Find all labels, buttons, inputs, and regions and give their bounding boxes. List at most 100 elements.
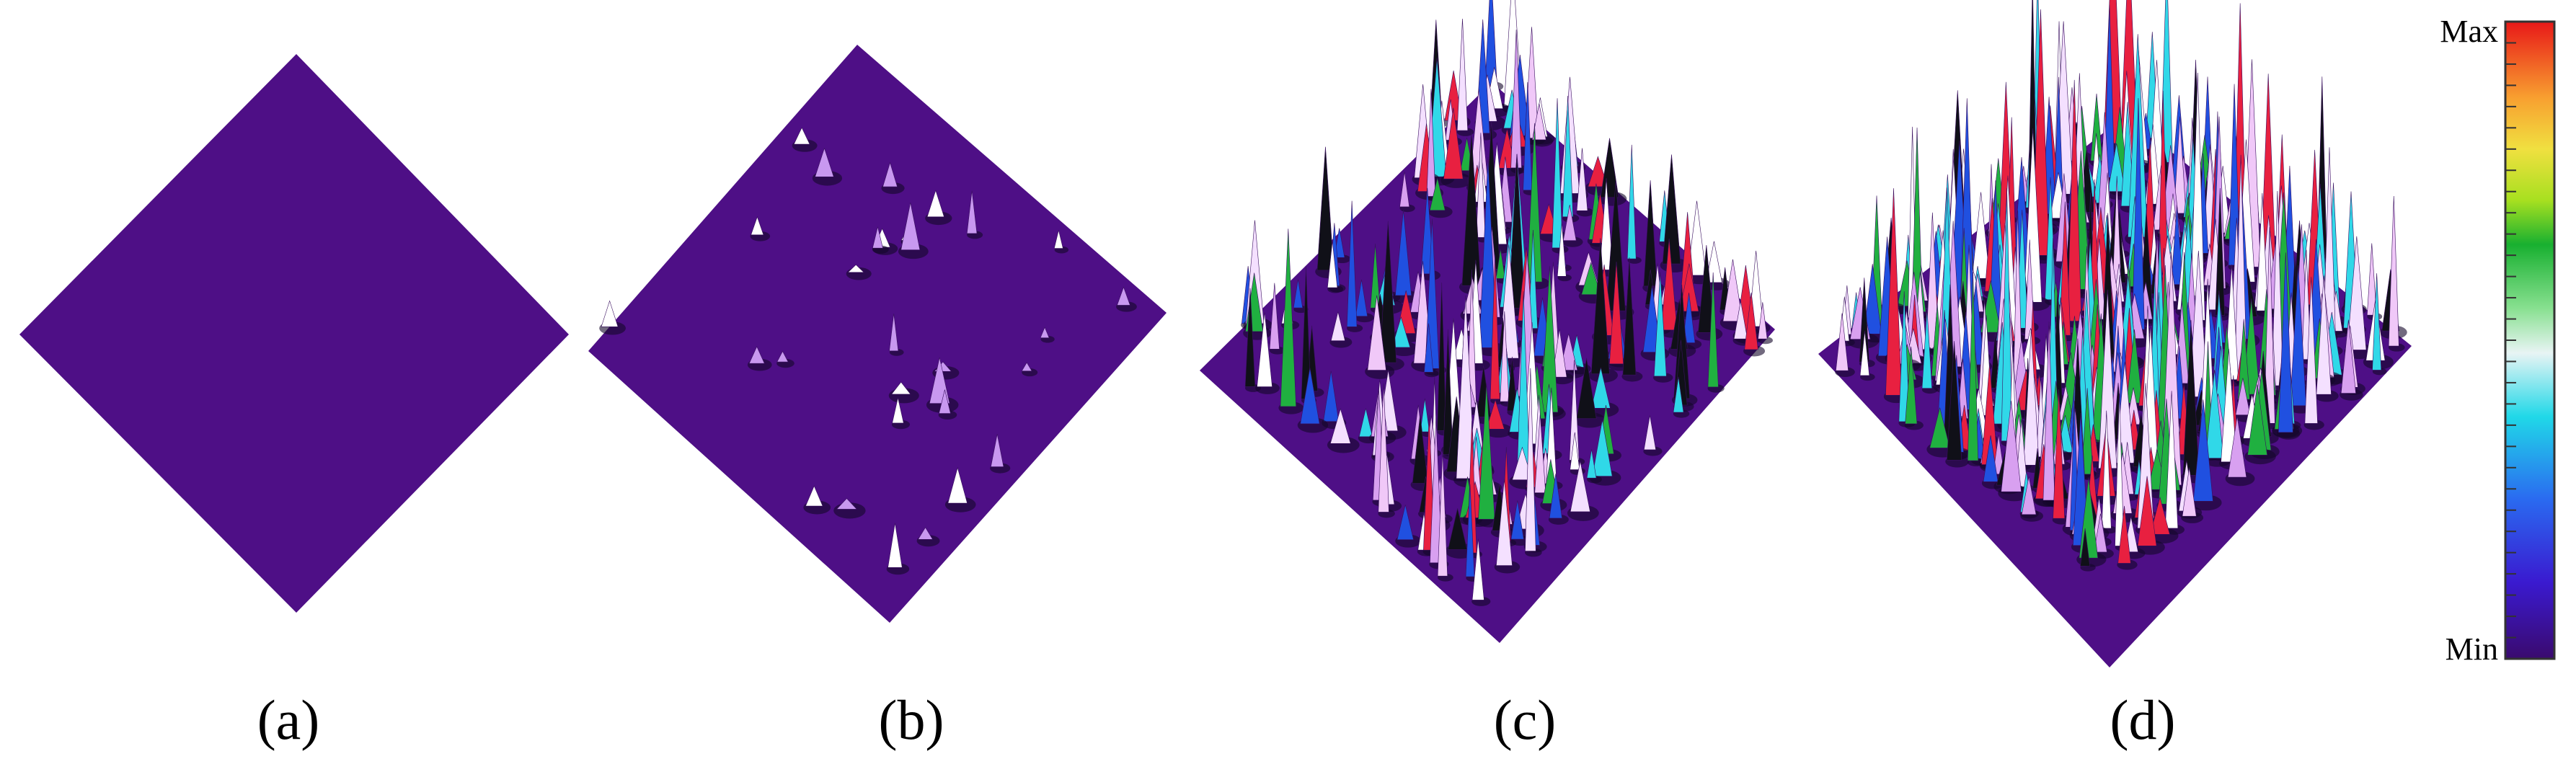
spike — [1600, 138, 1619, 198]
spike — [1576, 358, 1597, 419]
spike — [1021, 362, 1032, 371]
spike — [2053, 389, 2066, 519]
spike — [1609, 261, 1624, 365]
spike — [891, 381, 911, 395]
spike — [1707, 272, 1719, 388]
spike — [1921, 309, 1933, 389]
spike — [1744, 292, 1758, 350]
spike — [1316, 146, 1335, 271]
spike — [991, 434, 1004, 467]
spike — [2021, 476, 2037, 515]
spike — [1653, 272, 1667, 377]
spike — [1687, 200, 1707, 276]
spike — [1443, 107, 1464, 179]
spike — [2001, 400, 2022, 492]
spike — [939, 389, 951, 414]
spike — [1508, 154, 1526, 309]
spike — [926, 190, 944, 218]
spike — [751, 216, 764, 236]
spike — [2117, 505, 2131, 564]
surface — [588, 45, 1167, 623]
spike — [2271, 190, 2284, 386]
spike — [1549, 474, 1562, 519]
spike — [1329, 408, 1351, 444]
spike — [1443, 329, 1453, 455]
spike — [1525, 368, 1536, 551]
spike — [2366, 243, 2377, 316]
spike — [1643, 415, 1657, 450]
spike — [2182, 467, 2197, 517]
spike — [1967, 272, 1979, 461]
spike — [2094, 513, 2107, 553]
spike — [1673, 376, 1684, 413]
spike — [892, 397, 904, 424]
spike — [1244, 288, 1256, 387]
spike — [1495, 249, 1505, 279]
spike — [1053, 230, 1063, 249]
spike — [2247, 384, 2268, 456]
spike — [1570, 432, 1580, 470]
spike — [1592, 420, 1613, 477]
spike — [1528, 230, 1538, 329]
spike — [1885, 188, 1902, 396]
spike — [2104, 4, 2115, 178]
spike — [1626, 144, 1637, 259]
spike — [947, 466, 968, 504]
spike — [1269, 283, 1280, 350]
spike — [900, 203, 921, 251]
spike — [1257, 311, 1272, 387]
spike — [1478, 383, 1495, 520]
panels: (a) (b) (c) (d) — [19, 0, 2412, 751]
spike — [872, 226, 883, 249]
spike — [1758, 302, 1768, 339]
colorbar-min: Min — [2446, 631, 2498, 667]
spike — [2182, 320, 2200, 476]
spike — [805, 485, 823, 507]
spike — [1300, 368, 1320, 425]
spike — [1586, 449, 1597, 479]
spike — [2316, 275, 2332, 395]
spike — [1698, 244, 1715, 333]
spike — [1476, 133, 1486, 238]
spike — [1532, 103, 1546, 141]
spike — [1500, 311, 1510, 402]
spike — [1486, 399, 1505, 430]
spike — [1430, 417, 1443, 564]
spike — [2227, 416, 2247, 478]
spike — [2304, 277, 2318, 424]
spike — [1562, 205, 1577, 241]
spike — [2115, 394, 2125, 546]
spike — [1479, 156, 1497, 348]
spike — [2165, 391, 2179, 529]
spike — [2137, 476, 2157, 546]
spike — [1512, 446, 1533, 480]
spike — [1471, 538, 1484, 600]
spike — [1367, 295, 1386, 370]
spike — [1588, 156, 1608, 187]
spike — [1898, 291, 1910, 422]
spike — [2340, 319, 2356, 394]
spike — [1705, 241, 1722, 283]
spike — [1552, 98, 1563, 249]
spike — [882, 161, 898, 187]
spike — [1599, 178, 1614, 270]
spike — [1437, 450, 1448, 577]
spike — [1456, 19, 1469, 131]
spike — [1412, 414, 1428, 484]
spike — [1465, 484, 1475, 577]
spike — [918, 527, 934, 540]
spike — [1330, 311, 1345, 342]
spike — [1682, 293, 1696, 343]
spike — [1280, 228, 1296, 407]
spike — [2278, 252, 2293, 433]
panel-label: (c) — [1494, 688, 1557, 751]
spike — [1293, 279, 1304, 309]
spike — [2101, 410, 2112, 529]
spike — [1905, 346, 1918, 425]
spike — [1590, 367, 1611, 409]
spike — [1733, 301, 1748, 339]
spike — [1358, 408, 1373, 438]
spike — [1426, 89, 1436, 197]
spike — [776, 350, 789, 363]
spike — [966, 190, 978, 234]
